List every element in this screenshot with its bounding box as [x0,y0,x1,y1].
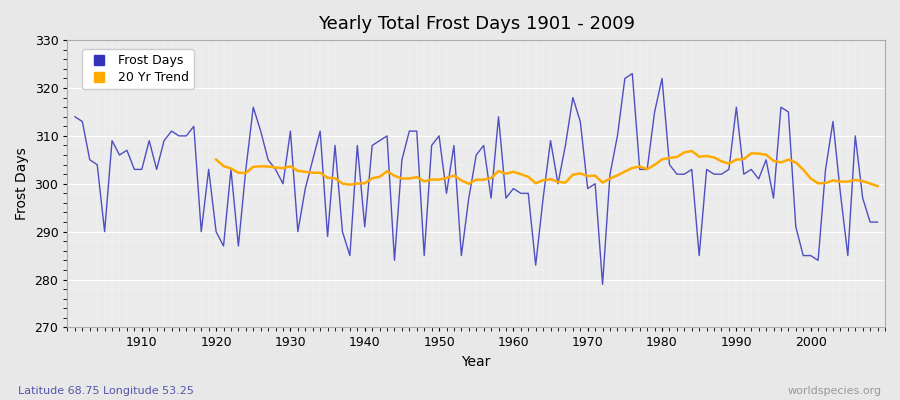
Text: Latitude 68.75 Longitude 53.25: Latitude 68.75 Longitude 53.25 [18,386,194,396]
Title: Yearly Total Frost Days 1901 - 2009: Yearly Total Frost Days 1901 - 2009 [318,15,634,33]
Text: worldspecies.org: worldspecies.org [788,386,882,396]
Y-axis label: Frost Days: Frost Days [15,147,29,220]
X-axis label: Year: Year [462,355,490,369]
Legend: Frost Days, 20 Yr Trend: Frost Days, 20 Yr Trend [82,49,194,89]
